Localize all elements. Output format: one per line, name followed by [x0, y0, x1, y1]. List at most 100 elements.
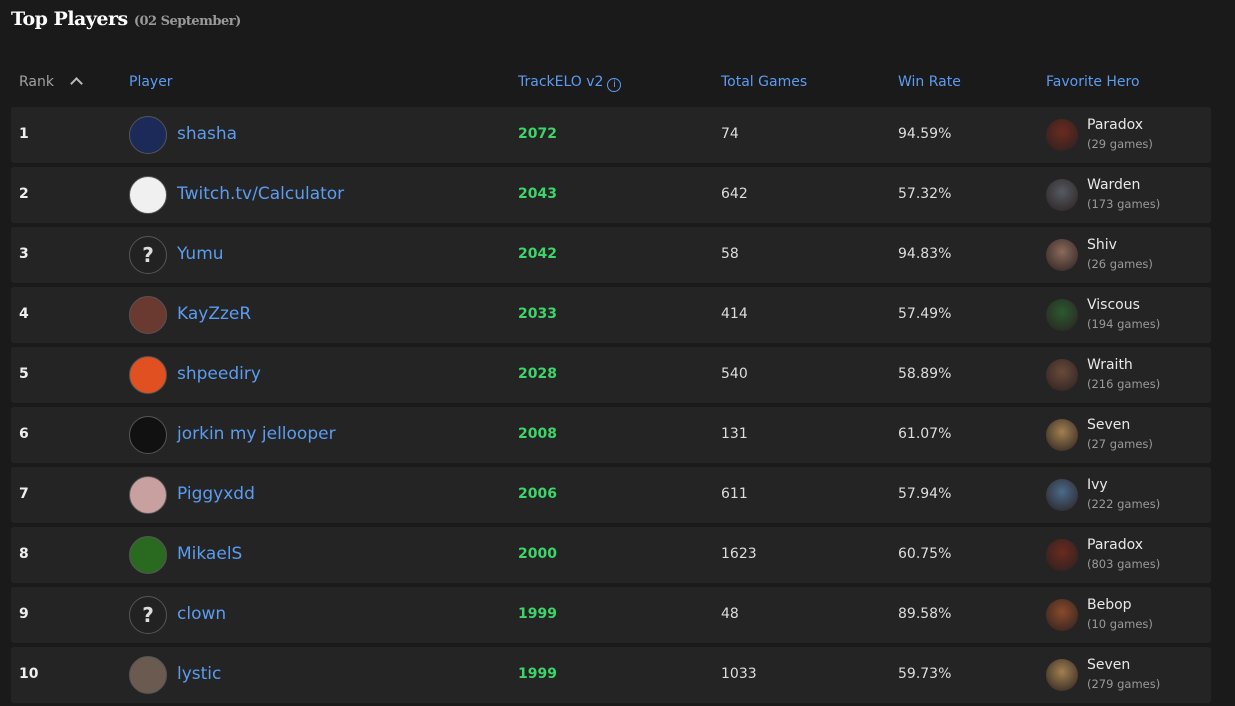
hero-name: Seven	[1087, 657, 1131, 673]
elo-value: 2028	[518, 366, 557, 382]
rank-value: 7	[19, 486, 29, 502]
rank-value: 3	[19, 246, 29, 262]
table-row[interactable]: 7 Piggyxdd 2006 611 57.94% Ivy (222 game…	[11, 467, 1211, 523]
player-avatar[interactable]	[129, 656, 167, 694]
hero-name: Shiv	[1087, 237, 1117, 253]
table-row[interactable]: 2 Twitch.tv/Calculator 2043 642 57.32% W…	[11, 167, 1211, 223]
hero-games: (173 games)	[1087, 197, 1161, 211]
rank-value: 9	[19, 606, 29, 622]
elo-value: 1999	[518, 666, 557, 682]
page-title: Top Players (02 September)	[11, 8, 241, 30]
player-avatar[interactable]	[129, 116, 167, 154]
column-rank[interactable]: Rank	[19, 74, 83, 90]
total-games-value: 58	[721, 246, 739, 262]
win-rate-value: 94.59%	[898, 126, 952, 142]
hero-games: (27 games)	[1087, 437, 1153, 451]
player-name-link[interactable]: jorkin my jellooper	[177, 424, 336, 444]
win-rate-value: 60.75%	[898, 546, 952, 562]
hero-portrait	[1046, 239, 1078, 271]
player-name-link[interactable]: KayZzeR	[177, 304, 252, 324]
player-avatar[interactable]: ?	[129, 236, 167, 274]
hero-name: Bebop	[1087, 597, 1132, 613]
total-games-value: 414	[721, 306, 748, 322]
rank-value: 6	[19, 426, 29, 442]
total-games-value: 642	[721, 186, 748, 202]
rank-label: Rank	[19, 74, 54, 90]
elo-label: TrackELO v2	[518, 74, 604, 90]
rank-value: 4	[19, 306, 29, 322]
title-text: Top Players	[11, 8, 128, 30]
hero-games: (803 games)	[1087, 557, 1161, 571]
player-avatar[interactable]	[129, 356, 167, 394]
column-win-rate[interactable]: Win Rate	[898, 74, 961, 90]
elo-value: 2043	[518, 186, 557, 202]
player-name-link[interactable]: Twitch.tv/Calculator	[177, 184, 345, 204]
win-rate-value: 58.89%	[898, 366, 952, 382]
hero-games: (194 games)	[1087, 317, 1161, 331]
player-avatar[interactable]: ?	[129, 596, 167, 634]
table-row[interactable]: 9 ? clown 1999 48 89.58% Bebop (10 games…	[11, 587, 1211, 643]
elo-value: 2006	[518, 486, 557, 502]
info-icon[interactable]: i	[607, 78, 622, 92]
table-header: Rank Player TrackELO v2 i Total Games Win…	[0, 74, 1235, 94]
elo-value: 2000	[518, 546, 557, 562]
player-avatar[interactable]	[129, 176, 167, 214]
hero-name: Ivy	[1087, 477, 1108, 493]
rank-value: 5	[19, 366, 29, 382]
column-favorite-hero[interactable]: Favorite Hero	[1046, 74, 1140, 90]
player-name-link[interactable]: Piggyxdd	[177, 484, 255, 504]
player-avatar[interactable]	[129, 476, 167, 514]
player-name-link[interactable]: MikaelS	[177, 544, 243, 564]
table-row[interactable]: 6 jorkin my jellooper 2008 131 61.07% Se…	[11, 407, 1211, 463]
hero-portrait	[1046, 599, 1078, 631]
column-player[interactable]: Player	[129, 74, 173, 90]
player-name-link[interactable]: Yumu	[177, 244, 224, 264]
total-games-value: 74	[721, 126, 739, 142]
column-total-games[interactable]: Total Games	[721, 74, 808, 90]
elo-value: 2072	[518, 126, 557, 142]
hero-name: Viscous	[1087, 297, 1140, 313]
hero-portrait	[1046, 359, 1078, 391]
hero-games: (279 games)	[1087, 677, 1161, 691]
table-row[interactable]: 1 shasha 2072 74 94.59% Paradox (29 game…	[11, 107, 1211, 163]
win-rate-value: 57.94%	[898, 486, 952, 502]
sort-ascending-icon	[70, 77, 83, 90]
elo-value: 1999	[518, 606, 557, 622]
win-rate-value: 89.58%	[898, 606, 952, 622]
hero-portrait	[1046, 119, 1078, 151]
total-games-value: 540	[721, 366, 748, 382]
rank-value: 2	[19, 186, 29, 202]
player-name-link[interactable]: clown	[177, 604, 227, 624]
hero-name: Seven	[1087, 417, 1131, 433]
table-row[interactable]: 8 MikaelS 2000 1623 60.75% Paradox (803 …	[11, 527, 1211, 583]
player-avatar[interactable]	[129, 296, 167, 334]
hero-portrait	[1046, 419, 1078, 451]
hero-portrait	[1046, 479, 1078, 511]
table-row[interactable]: 5 shpeediry 2028 540 58.89% Wraith (216 …	[11, 347, 1211, 403]
table-row[interactable]: 3 ? Yumu 2042 58 94.83% Shiv (26 games)	[11, 227, 1211, 283]
win-rate-value: 57.32%	[898, 186, 952, 202]
hero-name: Warden	[1087, 177, 1141, 193]
win-rate-value: 94.83%	[898, 246, 952, 262]
player-name-link[interactable]: shpeediry	[177, 364, 261, 384]
title-date: (02 September)	[133, 14, 241, 29]
elo-value: 2008	[518, 426, 557, 442]
column-elo[interactable]: TrackELO v2 i	[518, 74, 622, 92]
player-avatar[interactable]	[129, 536, 167, 574]
rank-value: 1	[19, 126, 29, 142]
hero-name: Paradox	[1087, 117, 1144, 133]
rank-value: 8	[19, 546, 29, 562]
rank-value: 10	[19, 666, 39, 682]
player-avatar[interactable]	[129, 416, 167, 454]
hero-portrait	[1046, 539, 1078, 571]
table-row[interactable]: 10 lystic 1999 1033 59.73% Seven (279 ga…	[11, 647, 1211, 703]
total-games-value: 611	[721, 486, 748, 502]
player-name-link[interactable]: lystic	[177, 664, 222, 684]
table-row[interactable]: 4 KayZzeR 2033 414 57.49% Viscous (194 g…	[11, 287, 1211, 343]
total-games-value: 1623	[721, 546, 757, 562]
hero-name: Paradox	[1087, 537, 1144, 553]
hero-portrait	[1046, 299, 1078, 331]
hero-games: (222 games)	[1087, 497, 1161, 511]
player-name-link[interactable]: shasha	[177, 124, 238, 144]
win-rate-value: 57.49%	[898, 306, 952, 322]
